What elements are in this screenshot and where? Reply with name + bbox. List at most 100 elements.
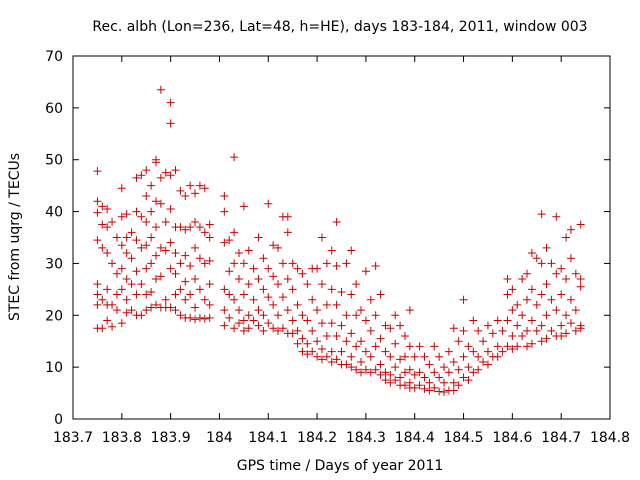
data-point-marker bbox=[308, 296, 316, 304]
data-point-marker bbox=[474, 327, 482, 335]
data-point-marker bbox=[318, 234, 326, 242]
data-point-marker bbox=[225, 267, 233, 275]
data-point-marker bbox=[108, 323, 116, 331]
data-point-marker bbox=[450, 358, 458, 366]
data-point-marker bbox=[269, 301, 277, 309]
data-point-marker bbox=[284, 213, 292, 221]
data-point-marker bbox=[274, 311, 282, 319]
data-point-marker bbox=[250, 316, 258, 324]
data-point-marker bbox=[303, 280, 311, 288]
data-point-marker bbox=[333, 301, 341, 309]
data-point-marker bbox=[572, 306, 580, 314]
data-point-marker bbox=[186, 182, 194, 190]
x-tick-label: 184.2 bbox=[297, 430, 337, 446]
data-point-marker bbox=[391, 340, 399, 348]
y-tick-label: 30 bbox=[45, 256, 63, 272]
data-point-marker bbox=[93, 209, 101, 217]
data-point-marker bbox=[391, 363, 399, 371]
data-point-marker bbox=[181, 252, 189, 260]
x-tick-label: 184.1 bbox=[248, 430, 288, 446]
data-point-marker bbox=[342, 337, 350, 345]
data-point-marker bbox=[503, 291, 511, 299]
data-point-marker bbox=[123, 296, 131, 304]
chart-title: Rec. albh (Lon=236, Lat=48, h=HE), days … bbox=[92, 19, 587, 35]
data-point-marker bbox=[328, 348, 336, 356]
data-point-marker bbox=[294, 340, 302, 348]
data-point-marker bbox=[176, 285, 184, 293]
data-point-marker bbox=[113, 291, 121, 299]
data-point-marker bbox=[503, 316, 511, 324]
data-point-marker bbox=[123, 234, 131, 242]
data-point-marker bbox=[264, 200, 272, 208]
data-point-marker bbox=[523, 270, 531, 278]
data-point-marker bbox=[494, 342, 502, 350]
data-point-marker bbox=[142, 192, 150, 200]
data-point-marker bbox=[308, 327, 316, 335]
data-point-marker bbox=[294, 265, 302, 273]
data-point-marker bbox=[386, 353, 394, 361]
data-point-marker bbox=[167, 265, 175, 273]
data-point-marker bbox=[367, 296, 375, 304]
data-point-marker bbox=[333, 332, 341, 340]
data-point-marker bbox=[284, 275, 292, 283]
data-point-marker bbox=[484, 322, 492, 330]
data-point-marker bbox=[430, 342, 438, 350]
y-tick-label: 0 bbox=[54, 412, 63, 428]
data-point-marker bbox=[528, 285, 536, 293]
data-point-marker bbox=[552, 270, 560, 278]
data-point-marker bbox=[264, 293, 272, 301]
data-point-marker bbox=[186, 291, 194, 299]
data-point-marker bbox=[235, 306, 243, 314]
data-point-marker bbox=[245, 280, 253, 288]
data-point-marker bbox=[494, 316, 502, 324]
data-point-marker bbox=[113, 306, 121, 314]
data-point-marker bbox=[259, 311, 267, 319]
data-point-marker bbox=[118, 319, 126, 327]
data-point-marker bbox=[255, 322, 263, 330]
data-point-marker bbox=[269, 272, 277, 280]
data-point-marker bbox=[352, 280, 360, 288]
data-point-marker bbox=[108, 301, 116, 309]
data-point-marker bbox=[367, 327, 375, 335]
data-point-marker bbox=[181, 296, 189, 304]
data-point-marker bbox=[450, 324, 458, 332]
data-point-marker bbox=[406, 342, 414, 350]
data-point-marker bbox=[113, 234, 121, 242]
y-tick-label: 40 bbox=[45, 205, 63, 221]
data-point-marker bbox=[264, 319, 272, 327]
data-point-marker bbox=[206, 314, 214, 322]
data-point-marker bbox=[547, 259, 555, 267]
data-point-marker bbox=[157, 174, 165, 182]
data-point-marker bbox=[235, 249, 243, 257]
data-point-marker bbox=[206, 280, 214, 288]
data-point-marker bbox=[128, 280, 136, 288]
data-point-marker bbox=[191, 315, 199, 323]
data-point-marker bbox=[547, 327, 555, 335]
data-point-marker bbox=[274, 280, 282, 288]
data-point-marker bbox=[347, 329, 355, 337]
data-point-marker bbox=[352, 311, 360, 319]
data-point-marker bbox=[323, 259, 331, 267]
data-point-marker bbox=[108, 218, 116, 226]
x-tick-label: 183.7 bbox=[53, 430, 93, 446]
data-point-marker bbox=[440, 388, 448, 396]
data-point-marker bbox=[372, 262, 380, 270]
data-point-marker bbox=[543, 244, 551, 252]
data-point-marker bbox=[255, 234, 263, 242]
data-point-marker bbox=[250, 296, 258, 304]
data-point-marker bbox=[362, 348, 370, 356]
data-point-marker bbox=[240, 202, 248, 210]
data-point-marker bbox=[167, 99, 175, 107]
data-point-marker bbox=[543, 311, 551, 319]
data-point-marker bbox=[235, 275, 243, 283]
data-point-marker bbox=[425, 379, 433, 387]
data-point-marker bbox=[245, 311, 253, 319]
data-point-marker bbox=[147, 182, 155, 190]
data-point-marker bbox=[93, 167, 101, 175]
data-point-marker bbox=[352, 342, 360, 350]
data-point-marker bbox=[196, 285, 204, 293]
data-point-marker bbox=[186, 314, 194, 322]
data-point-marker bbox=[460, 353, 468, 361]
data-point-marker bbox=[557, 291, 565, 299]
data-point-marker bbox=[440, 379, 448, 387]
